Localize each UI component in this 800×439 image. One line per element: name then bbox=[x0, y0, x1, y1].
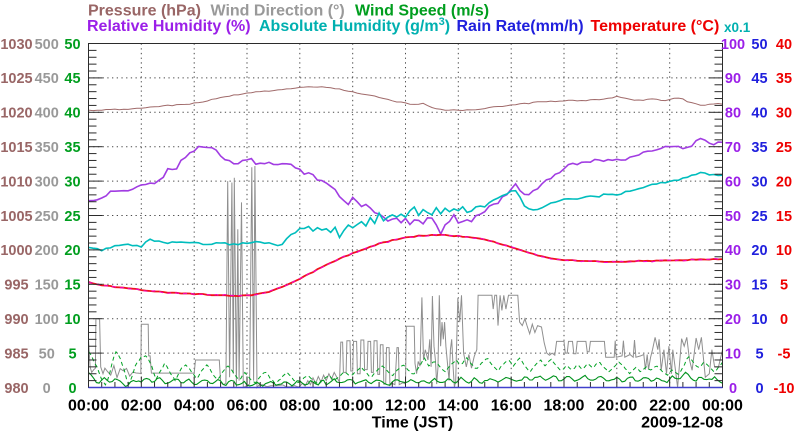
svg-text:30: 30 bbox=[725, 278, 741, 294]
svg-text:Absolute Humidity (g/m3): Absolute Humidity (g/m3) bbox=[259, 16, 450, 35]
svg-text:250: 250 bbox=[35, 209, 59, 225]
svg-text:70: 70 bbox=[725, 140, 741, 156]
svg-text:-10: -10 bbox=[774, 381, 795, 397]
svg-text:20: 20 bbox=[725, 312, 741, 328]
svg-text:Pressure (hPa): Pressure (hPa) bbox=[88, 3, 201, 20]
svg-text:20:00: 20:00 bbox=[596, 398, 637, 415]
svg-text:400: 400 bbox=[35, 106, 59, 122]
svg-text:20: 20 bbox=[776, 174, 792, 190]
svg-text:30: 30 bbox=[751, 174, 767, 190]
svg-text:25: 25 bbox=[776, 140, 792, 156]
svg-text:40: 40 bbox=[725, 243, 741, 259]
svg-text:990: 990 bbox=[4, 312, 28, 328]
svg-text:5: 5 bbox=[755, 346, 763, 362]
svg-text:1015: 1015 bbox=[0, 140, 32, 156]
svg-text:10: 10 bbox=[725, 346, 741, 362]
svg-text:1030: 1030 bbox=[0, 37, 32, 53]
svg-text:500: 500 bbox=[35, 37, 59, 53]
svg-text:22:00: 22:00 bbox=[649, 398, 690, 415]
svg-text:1005: 1005 bbox=[0, 209, 32, 225]
svg-text:35: 35 bbox=[776, 71, 792, 87]
svg-text:25: 25 bbox=[64, 209, 80, 225]
svg-text:Wind Direction (°): Wind Direction (°) bbox=[211, 3, 345, 20]
svg-text:00:00: 00:00 bbox=[702, 398, 743, 415]
svg-text:10: 10 bbox=[751, 312, 767, 328]
svg-text:350: 350 bbox=[35, 140, 59, 156]
svg-text:50: 50 bbox=[39, 346, 55, 362]
svg-text:10: 10 bbox=[776, 243, 792, 259]
svg-text:30: 30 bbox=[64, 174, 80, 190]
svg-text:60: 60 bbox=[725, 174, 741, 190]
svg-text:100: 100 bbox=[721, 37, 745, 53]
svg-text:300: 300 bbox=[35, 174, 59, 190]
svg-text:20: 20 bbox=[751, 243, 767, 259]
svg-text:0: 0 bbox=[43, 381, 51, 397]
svg-text:Relative Humidity (%): Relative Humidity (%) bbox=[87, 18, 251, 35]
svg-text:15: 15 bbox=[64, 278, 80, 294]
svg-text:50: 50 bbox=[725, 209, 741, 225]
svg-text:450: 450 bbox=[35, 71, 59, 87]
svg-text:5: 5 bbox=[780, 278, 788, 294]
svg-text:06:00: 06:00 bbox=[227, 398, 268, 415]
svg-text:30: 30 bbox=[776, 106, 792, 122]
svg-text:35: 35 bbox=[751, 140, 767, 156]
svg-text:10: 10 bbox=[64, 312, 80, 328]
svg-text:1000: 1000 bbox=[0, 243, 32, 259]
svg-text:0: 0 bbox=[780, 312, 788, 328]
svg-text:00:00: 00:00 bbox=[68, 398, 109, 415]
svg-text:18:00: 18:00 bbox=[544, 398, 585, 415]
svg-text:5: 5 bbox=[68, 346, 76, 362]
svg-text:15: 15 bbox=[776, 209, 792, 225]
svg-text:50: 50 bbox=[64, 37, 80, 53]
svg-text:16:00: 16:00 bbox=[491, 398, 532, 415]
svg-text:1020: 1020 bbox=[0, 106, 32, 122]
svg-text:02:00: 02:00 bbox=[121, 398, 162, 415]
svg-text:1010: 1010 bbox=[0, 174, 32, 190]
svg-text:40: 40 bbox=[751, 106, 767, 122]
svg-text:x0.1: x0.1 bbox=[724, 20, 751, 35]
svg-text:10:00: 10:00 bbox=[332, 398, 373, 415]
svg-text:0: 0 bbox=[755, 381, 763, 397]
svg-text:35: 35 bbox=[64, 140, 80, 156]
svg-text:0: 0 bbox=[729, 381, 737, 397]
svg-text:45: 45 bbox=[64, 71, 80, 87]
svg-text:40: 40 bbox=[64, 106, 80, 122]
svg-text:15: 15 bbox=[751, 278, 767, 294]
svg-text:200: 200 bbox=[35, 243, 59, 259]
svg-text:80: 80 bbox=[725, 106, 741, 122]
svg-text:Temperature (°C): Temperature (°C) bbox=[591, 18, 720, 35]
svg-text:14:00: 14:00 bbox=[438, 398, 479, 415]
svg-text:40: 40 bbox=[776, 37, 792, 53]
svg-text:985: 985 bbox=[4, 346, 28, 362]
svg-text:08:00: 08:00 bbox=[279, 398, 320, 415]
svg-text:150: 150 bbox=[35, 278, 59, 294]
svg-text:100: 100 bbox=[35, 312, 59, 328]
svg-text:980: 980 bbox=[4, 381, 28, 397]
svg-text:Rain Rate(mm/h): Rain Rate(mm/h) bbox=[457, 18, 584, 35]
svg-text:90: 90 bbox=[725, 71, 741, 87]
svg-text:45: 45 bbox=[751, 71, 767, 87]
svg-text:50: 50 bbox=[751, 37, 767, 53]
svg-text:Time (JST): Time (JST) bbox=[372, 415, 454, 432]
svg-text:Wind Speed (m/s): Wind Speed (m/s) bbox=[355, 3, 489, 20]
svg-text:-5: -5 bbox=[778, 346, 791, 362]
svg-text:995: 995 bbox=[4, 278, 28, 294]
svg-text:04:00: 04:00 bbox=[174, 398, 215, 415]
svg-text:1025: 1025 bbox=[0, 71, 32, 87]
svg-text:0: 0 bbox=[68, 381, 76, 397]
svg-text:12:00: 12:00 bbox=[385, 398, 426, 415]
svg-text:2009-12-08: 2009-12-08 bbox=[641, 415, 723, 432]
svg-text:25: 25 bbox=[751, 209, 767, 225]
svg-text:20: 20 bbox=[64, 243, 80, 259]
